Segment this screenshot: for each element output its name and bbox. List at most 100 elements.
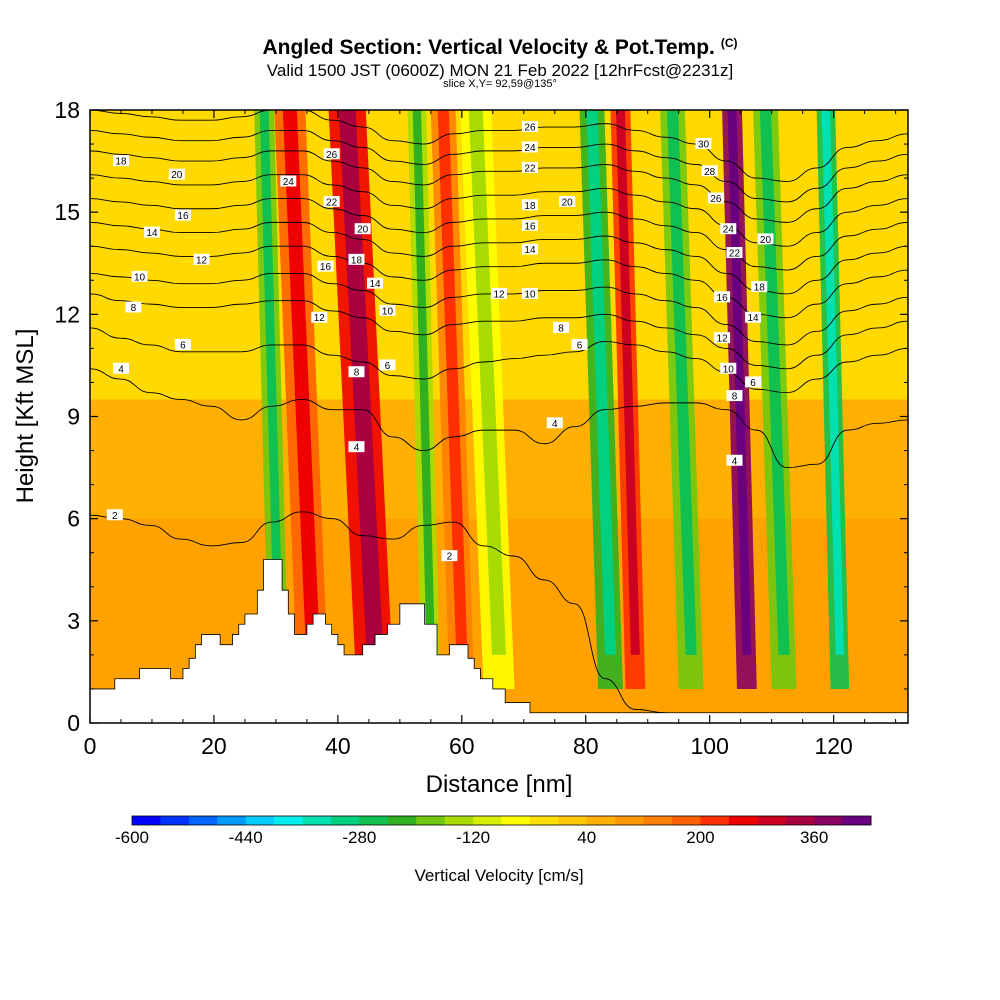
contour-label: 16 [317,260,334,273]
contour-label-box [720,362,737,374]
colorbar-swatch [274,816,304,825]
contour-label-text: 16 [177,211,189,222]
contour-label-text: 20 [357,225,369,236]
theta-contour-line [90,245,908,319]
contour-label: 14 [143,226,160,239]
contour-label-box [174,209,191,221]
contour-label-text: 8 [354,368,360,379]
contour-label-text: 8 [558,323,564,334]
contour-label-text: 6 [180,340,186,351]
contour-label: 14 [745,311,762,324]
contour-label-text: 16 [320,262,332,273]
contour-label-box [521,141,538,153]
contour-label: 22 [521,161,538,174]
contour-label-box [354,223,371,235]
contour-label-box [726,247,743,259]
colorbar-tick-label: -600 [115,828,149,847]
colorbar-tick-label: -280 [342,828,376,847]
contour-label: 10 [521,287,538,300]
y-tick-label: 0 [67,710,80,736]
contour-label: 12 [311,311,328,324]
colorbar-swatch [132,816,161,825]
colorbar-swatch [529,816,559,825]
theta-contour-line [90,293,908,370]
theta-contour-line [90,129,908,203]
contour-label: 10 [131,270,148,283]
contour-label: 26 [707,192,724,205]
contour-label: 6 [174,338,191,351]
contour-label: 16 [174,209,191,222]
colorbar-swatch [814,816,844,825]
colorbar-tick-label: -120 [456,828,490,847]
contour-label-text: 28 [704,167,716,178]
axes: 0 20 40 60 80 100 120 0 3 6 9 12 15 18 [54,97,908,759]
velocity-band-core [666,110,697,655]
contour-label-box [751,281,768,293]
contour-label-box [379,304,396,316]
contour-label-box [143,226,160,238]
contour-label: 20 [168,168,185,181]
contour-label-box [695,138,712,150]
theta-contour-line [90,327,908,394]
contour-label: 16 [521,219,538,232]
contour-label: 4 [726,454,743,467]
velocity-band-core [437,110,468,655]
contour-label-box [348,441,365,453]
contour-label-text: 8 [732,392,738,403]
contour-label: 14 [367,277,384,290]
contour-label-text: 14 [748,313,760,324]
contour-label: 8 [552,321,569,334]
theta-contour-line [90,221,908,295]
colorbar-swatch [330,816,360,825]
theta-contour-line [90,198,908,271]
velocity-band-core [759,110,790,655]
contour-label: 12 [193,253,210,266]
contour-label: 26 [521,121,538,134]
contour-label-box [714,332,731,344]
velocity-band-core [727,110,752,655]
contour-label-box [521,161,538,173]
slice-info-line: slice X,Y= 92,59@135° [443,78,557,90]
contour-label: 2 [106,509,123,522]
colorbar-tick-label: 200 [686,828,714,847]
contour-label: 24 [280,175,297,188]
contour-label: 18 [348,253,365,266]
contour-label-box [546,417,563,429]
contour-label-box [521,199,538,211]
x-tick-label: 100 [691,733,729,759]
terrain-polygon [90,559,908,723]
contour-label: 6 [745,376,762,389]
contour-label: 18 [521,199,538,212]
x-axis-label: Distance [nm] [426,771,573,798]
contour-label-box [112,155,129,167]
velocity-band-core [259,110,284,655]
contour-label-text: 16 [717,293,729,304]
contour-label-box [745,311,762,323]
contour-label: 24 [720,223,737,236]
contour-label-text: 6 [577,340,583,351]
contour-label-text: 10 [524,289,536,300]
contour-label-box [112,362,129,374]
contour-label-box [521,219,538,231]
velocity-band-core [338,110,384,655]
colorbar-tick-label: -440 [229,828,263,847]
contour-label-box [521,121,538,133]
colorbar-swatch [444,816,474,825]
theta-contours [90,110,908,717]
colorbar-swatch [672,816,701,825]
contour-label-text: 10 [134,272,146,283]
contour-label-box [311,311,328,323]
contour-label: 4 [348,441,365,454]
contour-label-box [552,321,569,333]
contour-label-box [491,287,507,299]
contour-label-text: 8 [131,303,137,314]
colorbar-swatch [501,816,531,825]
contour-label-text: 22 [326,197,338,208]
x-tick-label: 20 [201,733,227,759]
x-tick-label: 0 [84,733,97,759]
contour-label-text: 26 [524,123,536,134]
contour-label-box [757,233,774,245]
colorbar-swatch [387,816,417,825]
colorbar-swatch [558,816,588,825]
